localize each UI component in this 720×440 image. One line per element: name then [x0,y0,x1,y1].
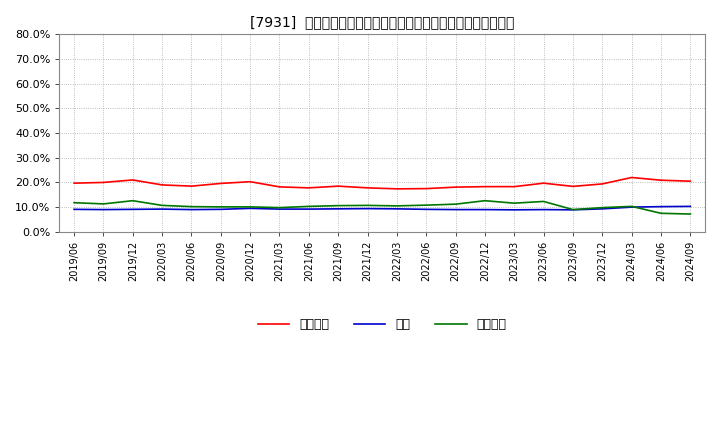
在庫 [569,207,577,213]
売上債権 [422,186,431,191]
売上債権 [451,184,460,190]
在庫 [334,206,343,212]
売上債権 [363,185,372,191]
買入債務 [686,211,695,216]
売上債権 [334,183,343,189]
買入債務 [569,207,577,212]
買入債務 [392,203,401,209]
売上債権 [686,179,695,184]
売上債権 [569,184,577,189]
在庫 [158,206,166,212]
在庫 [217,207,225,212]
売上債権 [598,181,607,187]
買入債務 [187,204,196,209]
買入債務 [305,204,313,209]
売上債権 [627,175,636,180]
Line: 買入債務: 買入債務 [74,201,690,214]
在庫 [275,206,284,212]
在庫 [70,207,78,212]
売上債権 [187,183,196,189]
在庫 [657,204,665,209]
売上債権 [246,179,254,184]
在庫 [686,204,695,209]
売上債権 [539,180,548,186]
在庫 [187,207,196,212]
在庫 [392,206,401,212]
売上債権 [70,180,78,186]
在庫 [627,205,636,210]
買入債務 [217,204,225,209]
在庫 [480,207,489,212]
買入債務 [480,198,489,203]
買入債務 [539,199,548,204]
在庫 [539,207,548,212]
売上債権 [275,184,284,190]
買入債務 [275,205,284,210]
買入債務 [451,202,460,207]
在庫 [422,207,431,212]
買入債務 [70,200,78,205]
買入債務 [246,204,254,209]
在庫 [99,207,108,212]
在庫 [510,207,518,213]
売上債権 [305,185,313,191]
在庫 [246,206,254,211]
Legend: 売上債権, 在庫, 買入債務: 売上債権, 在庫, 買入債務 [253,313,512,336]
売上債権 [128,177,137,183]
売上債権 [99,180,108,185]
在庫 [128,207,137,212]
買入債務 [363,203,372,208]
在庫 [451,207,460,212]
売上債権 [392,186,401,191]
買入債務 [657,211,665,216]
買入債務 [510,201,518,206]
売上債権 [158,182,166,187]
在庫 [598,206,607,212]
Title: [7931]  売上債権、在庫、買入債務の総資産に対する比率の推移: [7931] 売上債権、在庫、買入債務の総資産に対する比率の推移 [250,15,514,29]
売上債権 [510,184,518,189]
在庫 [305,206,313,212]
売上債権 [480,184,489,189]
買入債務 [422,202,431,208]
在庫 [363,206,372,211]
買入債務 [334,203,343,208]
売上債権 [217,181,225,186]
買入債務 [99,201,108,206]
売上債権 [657,178,665,183]
買入債務 [158,203,166,208]
買入債務 [598,205,607,210]
買入債務 [627,204,636,209]
買入債務 [128,198,137,203]
Line: 売上債権: 売上債権 [74,177,690,189]
Line: 在庫: 在庫 [74,206,690,210]
